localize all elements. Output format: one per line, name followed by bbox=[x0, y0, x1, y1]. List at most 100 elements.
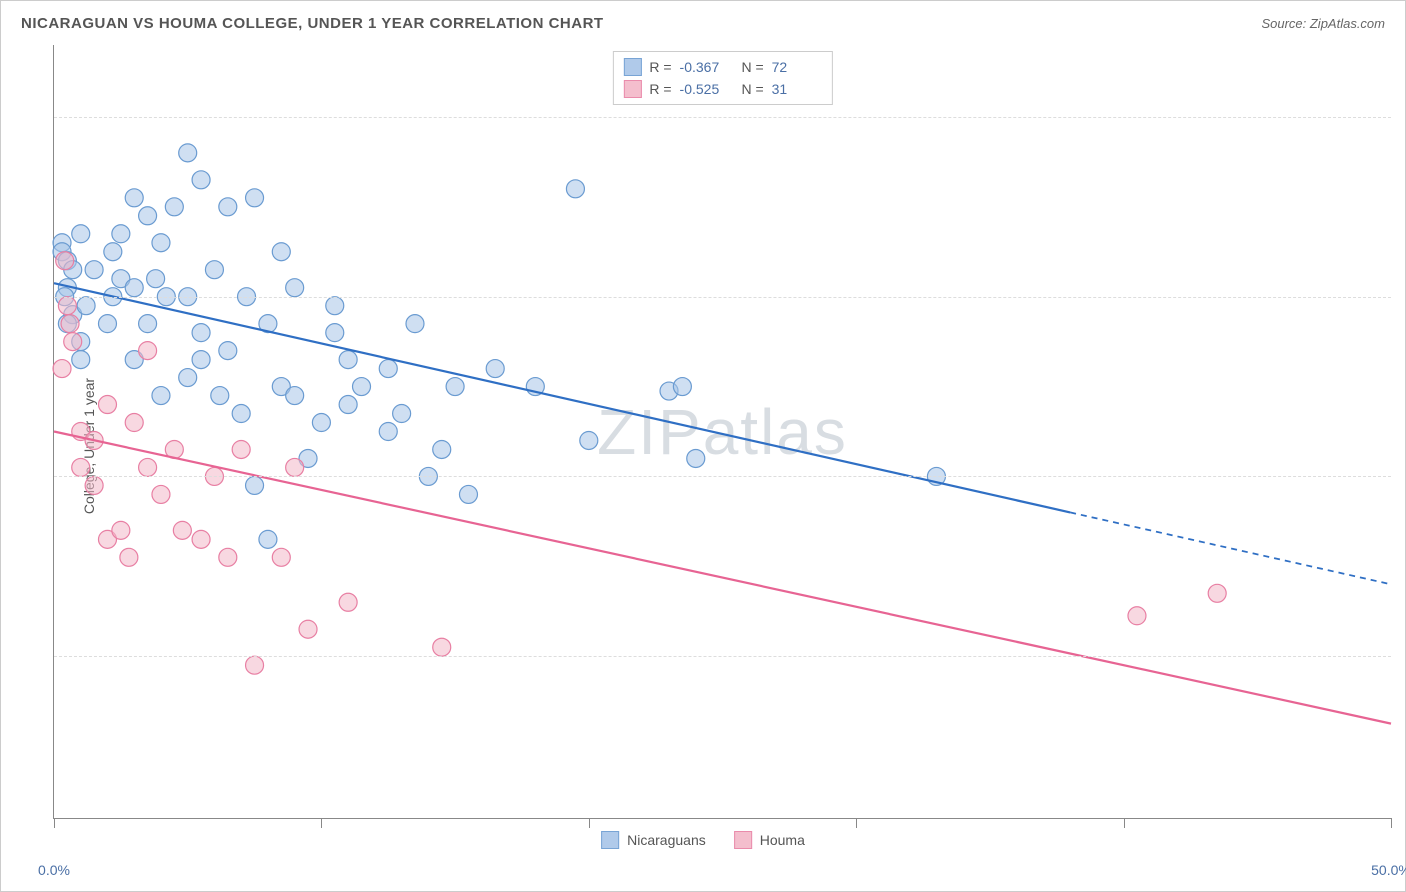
scatter-point bbox=[379, 360, 397, 378]
scatter-point bbox=[64, 333, 82, 351]
scatter-point bbox=[433, 440, 451, 458]
legend-r-value: -0.525 bbox=[680, 81, 730, 97]
scatter-point bbox=[179, 369, 197, 387]
legend-series-label: Houma bbox=[760, 832, 805, 848]
legend-n-label: N = bbox=[738, 81, 764, 97]
scatter-point bbox=[232, 405, 250, 423]
scatter-point bbox=[272, 243, 290, 261]
regression-line-dashed bbox=[1070, 512, 1391, 584]
scatter-point bbox=[139, 207, 157, 225]
scatter-point bbox=[61, 315, 79, 333]
scatter-point bbox=[152, 234, 170, 252]
legend-top: R = -0.367 N = 72R = -0.525 N = 31 bbox=[612, 51, 832, 105]
scatter-point bbox=[125, 189, 143, 207]
scatter-point bbox=[312, 414, 330, 432]
scatter-point bbox=[125, 279, 143, 297]
scatter-point bbox=[219, 548, 237, 566]
scatter-point bbox=[192, 530, 210, 548]
y-tick-label: 60.0% bbox=[1397, 289, 1406, 305]
scatter-point bbox=[205, 261, 223, 279]
scatter-point bbox=[179, 144, 197, 162]
scatter-point bbox=[139, 315, 157, 333]
chart-title: NICARAGUAN VS HOUMA COLLEGE, UNDER 1 YEA… bbox=[21, 15, 604, 32]
gridline bbox=[54, 117, 1391, 118]
x-tick-label: 50.0% bbox=[1371, 862, 1406, 878]
scatter-point bbox=[120, 548, 138, 566]
scatter-point bbox=[246, 189, 264, 207]
scatter-point bbox=[446, 378, 464, 396]
legend-n-value: 31 bbox=[772, 81, 822, 97]
gridline bbox=[54, 656, 1391, 657]
scatter-point bbox=[232, 440, 250, 458]
regression-line bbox=[54, 432, 1391, 724]
scatter-point bbox=[1128, 607, 1146, 625]
scatter-point bbox=[112, 521, 130, 539]
legend-swatch bbox=[623, 80, 641, 98]
scatter-point bbox=[98, 315, 116, 333]
scatter-point bbox=[566, 180, 584, 198]
scatter-point bbox=[152, 485, 170, 503]
legend-top-row: R = -0.367 N = 72 bbox=[623, 56, 821, 78]
scatter-point bbox=[72, 351, 90, 369]
scatter-point bbox=[433, 638, 451, 656]
scatter-point bbox=[286, 279, 304, 297]
x-tick-label: 0.0% bbox=[38, 862, 70, 878]
scatter-point bbox=[326, 297, 344, 315]
scatter-point bbox=[393, 405, 411, 423]
scatter-point bbox=[192, 171, 210, 189]
scatter-point bbox=[85, 261, 103, 279]
legend-bottom-item: Houma bbox=[734, 831, 805, 849]
scatter-point bbox=[53, 360, 71, 378]
chart-svg bbox=[54, 45, 1391, 818]
x-tick bbox=[1124, 818, 1125, 828]
scatter-point bbox=[339, 351, 357, 369]
x-tick bbox=[54, 818, 55, 828]
legend-bottom: Nicaraguans Houma bbox=[601, 831, 805, 849]
scatter-point bbox=[192, 351, 210, 369]
scatter-point bbox=[219, 342, 237, 360]
scatter-point bbox=[125, 414, 143, 432]
x-tick bbox=[1391, 818, 1392, 828]
scatter-point bbox=[139, 342, 157, 360]
scatter-point bbox=[58, 297, 76, 315]
legend-swatch bbox=[623, 58, 641, 76]
scatter-point bbox=[112, 225, 130, 243]
scatter-point bbox=[165, 198, 183, 216]
scatter-point bbox=[56, 252, 74, 270]
legend-swatch bbox=[734, 831, 752, 849]
scatter-point bbox=[77, 297, 95, 315]
scatter-point bbox=[152, 387, 170, 405]
scatter-point bbox=[139, 458, 157, 476]
gridline bbox=[54, 476, 1391, 477]
scatter-point bbox=[98, 396, 116, 414]
gridline bbox=[54, 297, 1391, 298]
y-tick-label: 40.0% bbox=[1397, 468, 1406, 484]
legend-bottom-item: Nicaraguans bbox=[601, 831, 706, 849]
scatter-point bbox=[192, 324, 210, 342]
scatter-point bbox=[219, 198, 237, 216]
scatter-point bbox=[339, 396, 357, 414]
scatter-point bbox=[272, 548, 290, 566]
scatter-point bbox=[339, 593, 357, 611]
legend-r-value: -0.367 bbox=[680, 59, 730, 75]
scatter-point bbox=[1208, 584, 1226, 602]
scatter-point bbox=[459, 485, 477, 503]
scatter-point bbox=[147, 270, 165, 288]
scatter-point bbox=[72, 225, 90, 243]
scatter-point bbox=[486, 360, 504, 378]
legend-r-label: R = bbox=[649, 81, 671, 97]
scatter-point bbox=[379, 423, 397, 441]
chart-header: NICARAGUAN VS HOUMA COLLEGE, UNDER 1 YEA… bbox=[1, 1, 1405, 45]
x-tick bbox=[321, 818, 322, 828]
scatter-point bbox=[406, 315, 424, 333]
scatter-point bbox=[353, 378, 371, 396]
y-tick-label: 80.0% bbox=[1397, 109, 1406, 125]
chart-source: Source: ZipAtlas.com bbox=[1261, 16, 1385, 31]
scatter-point bbox=[173, 521, 191, 539]
x-tick bbox=[856, 818, 857, 828]
scatter-point bbox=[85, 476, 103, 494]
scatter-point bbox=[211, 387, 229, 405]
scatter-point bbox=[246, 656, 264, 674]
legend-r-label: R = bbox=[649, 59, 671, 75]
legend-series-label: Nicaraguans bbox=[627, 832, 706, 848]
